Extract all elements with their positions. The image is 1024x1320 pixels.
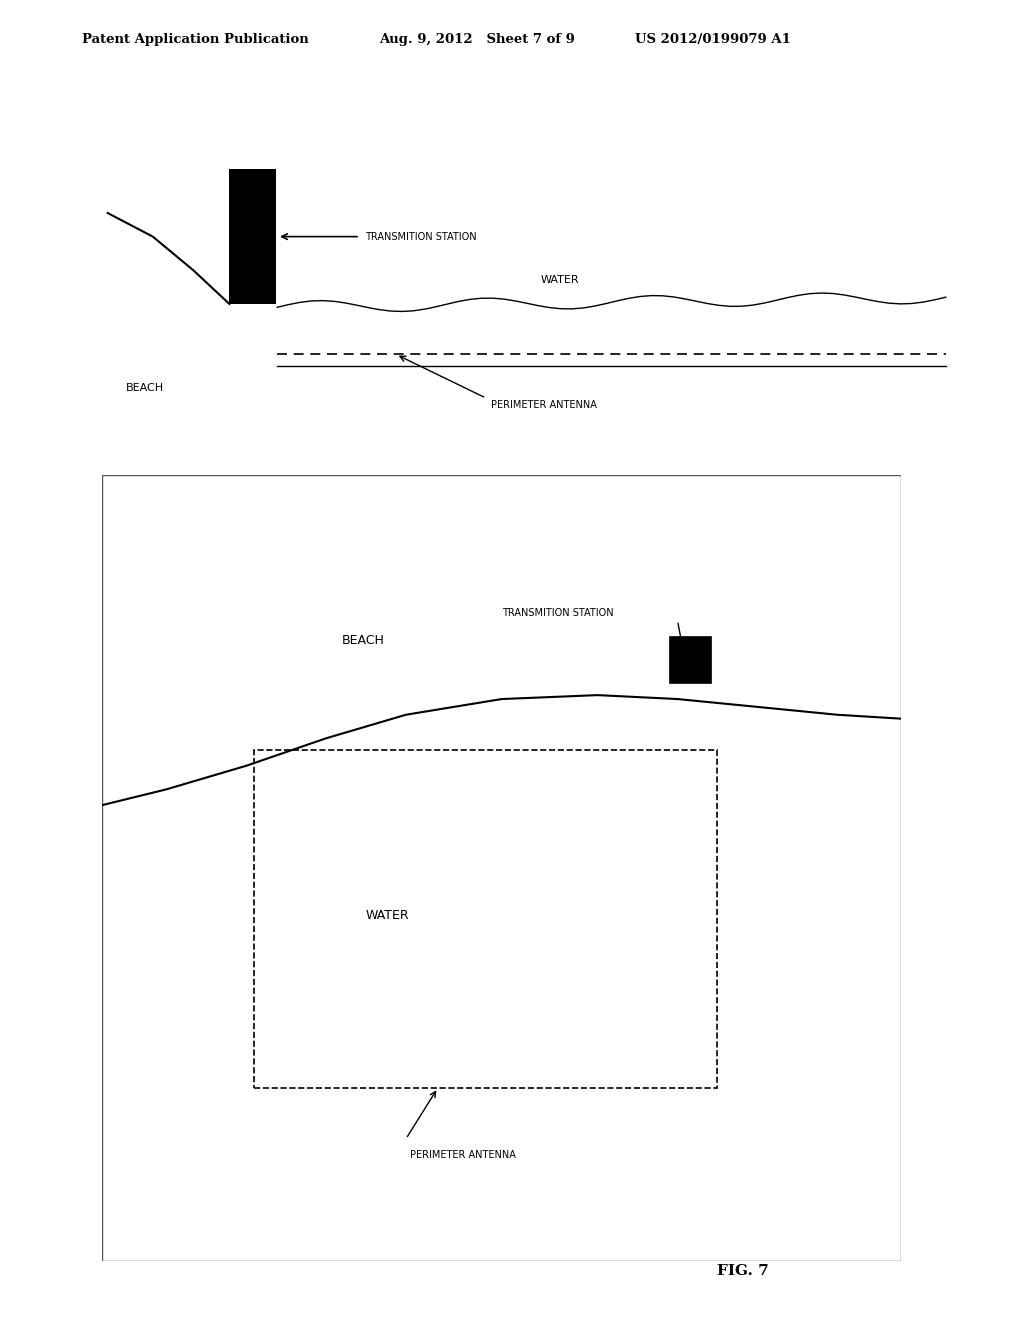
Text: PERIMETER ANTENNA: PERIMETER ANTENNA: [490, 400, 597, 411]
Text: BEACH: BEACH: [126, 383, 164, 393]
Text: US 2012/0199079 A1: US 2012/0199079 A1: [635, 33, 791, 46]
Text: Patent Application Publication: Patent Application Publication: [82, 33, 308, 46]
Bar: [670, 636, 711, 684]
Text: BEACH: BEACH: [342, 634, 385, 647]
Text: PERIMETER ANTENNA: PERIMETER ANTENNA: [410, 1150, 516, 1159]
Bar: [229, 169, 276, 304]
Text: TRANSMITION STATION: TRANSMITION STATION: [365, 231, 476, 242]
Text: Aug. 9, 2012   Sheet 7 of 9: Aug. 9, 2012 Sheet 7 of 9: [379, 33, 574, 46]
Bar: [254, 750, 718, 1088]
Text: FIG. 7: FIG. 7: [717, 1263, 769, 1278]
Text: WATER: WATER: [366, 908, 410, 921]
Text: WATER: WATER: [541, 276, 579, 285]
Text: TRANSMITION STATION: TRANSMITION STATION: [502, 607, 613, 618]
